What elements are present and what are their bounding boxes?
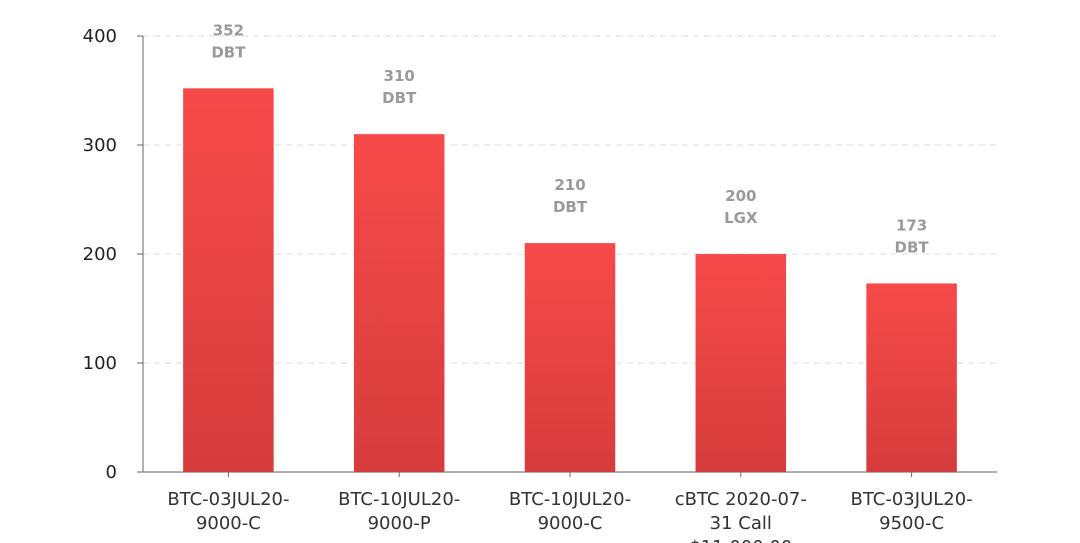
bar (866, 283, 957, 472)
x-tick-label: BTC-10JUL20- 9000-P (338, 489, 460, 534)
data-label-exchange: DBT (553, 198, 588, 216)
bar (353, 134, 445, 472)
bar (695, 254, 787, 472)
y-tick-label: 0 (106, 462, 117, 483)
x-tick-label-line: 9000-C (538, 513, 603, 534)
x-tick-label-line: 9000-P (368, 513, 431, 534)
y-tick-label: 100 (83, 353, 117, 374)
data-label-value: 200 (725, 187, 756, 205)
data-label-exchange: DBT (211, 43, 246, 61)
x-tick-label-line: $11,000.00 (689, 537, 792, 543)
y-tick-label: 200 (83, 244, 117, 265)
x-tick-label-line: cBTC 2020-07- (675, 489, 807, 510)
data-label-value: 173 (896, 216, 927, 234)
x-tick-label: BTC-03JUL20- 9500-C (851, 489, 973, 534)
data-label-value: 310 (384, 67, 415, 85)
x-tick-label: cBTC 2020-07- 31 Call $11,000.00 (675, 489, 807, 543)
bar (524, 243, 616, 472)
data-label-value: 352 (213, 21, 244, 39)
x-tick-label-line: 31 Call (710, 513, 772, 534)
data-label-exchange: DBT (382, 89, 417, 107)
x-tick-label: BTC-10JUL20- 9000-C (509, 489, 631, 534)
y-tick-label: 400 (83, 26, 117, 47)
data-label-exchange: DBT (895, 238, 930, 256)
x-tick-label: BTC-03JUL20- 9000-C (167, 489, 289, 534)
x-tick-label-line: BTC-03JUL20- (851, 489, 973, 510)
data-label-exchange: LGX (724, 209, 758, 227)
x-tick-label-line: BTC-10JUL20- (509, 489, 631, 510)
x-tick-label-line: BTC-10JUL20- (338, 489, 460, 510)
x-tick-label-line: BTC-03JUL20- (167, 489, 289, 510)
bar (183, 88, 274, 472)
data-label-value: 210 (554, 176, 585, 194)
x-tick-label-line: 9500-C (879, 513, 944, 534)
y-tick-label: 300 (83, 135, 117, 156)
x-tick-label-line: 9000-C (196, 513, 261, 534)
